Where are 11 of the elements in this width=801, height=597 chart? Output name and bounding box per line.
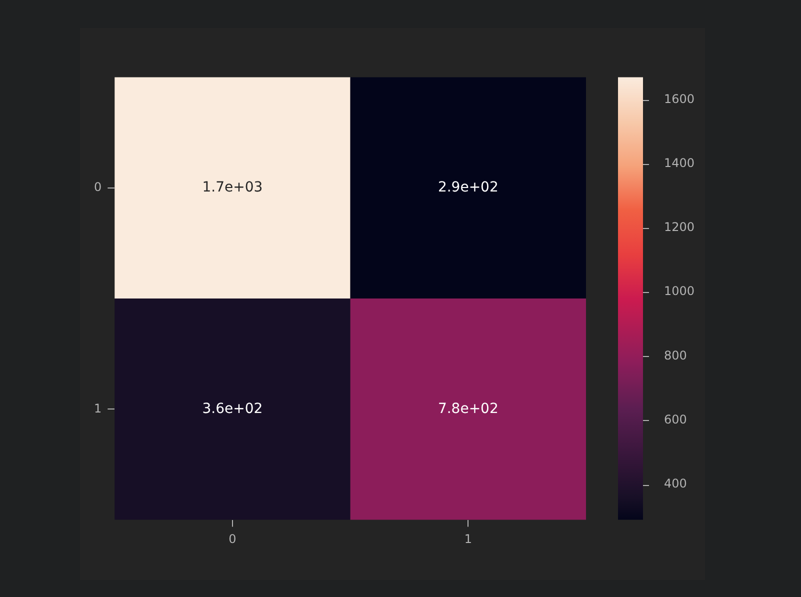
data-label: 2.9e+02: [438, 179, 498, 196]
data-label: 7.8e+02: [438, 400, 498, 417]
color-bar-label: 1600: [664, 92, 695, 106]
color-bar-label: 600: [664, 412, 687, 426]
color-bar-label: 1000: [664, 284, 695, 298]
color-bar-label: 400: [664, 476, 687, 491]
data-label: 1.7e+03: [202, 179, 263, 196]
color-bar-label: 1200: [664, 220, 695, 234]
color-bar-label: 1400: [664, 156, 695, 170]
color-bar-label: 800: [664, 348, 687, 362]
data-label: 3.6e+02: [202, 400, 263, 417]
